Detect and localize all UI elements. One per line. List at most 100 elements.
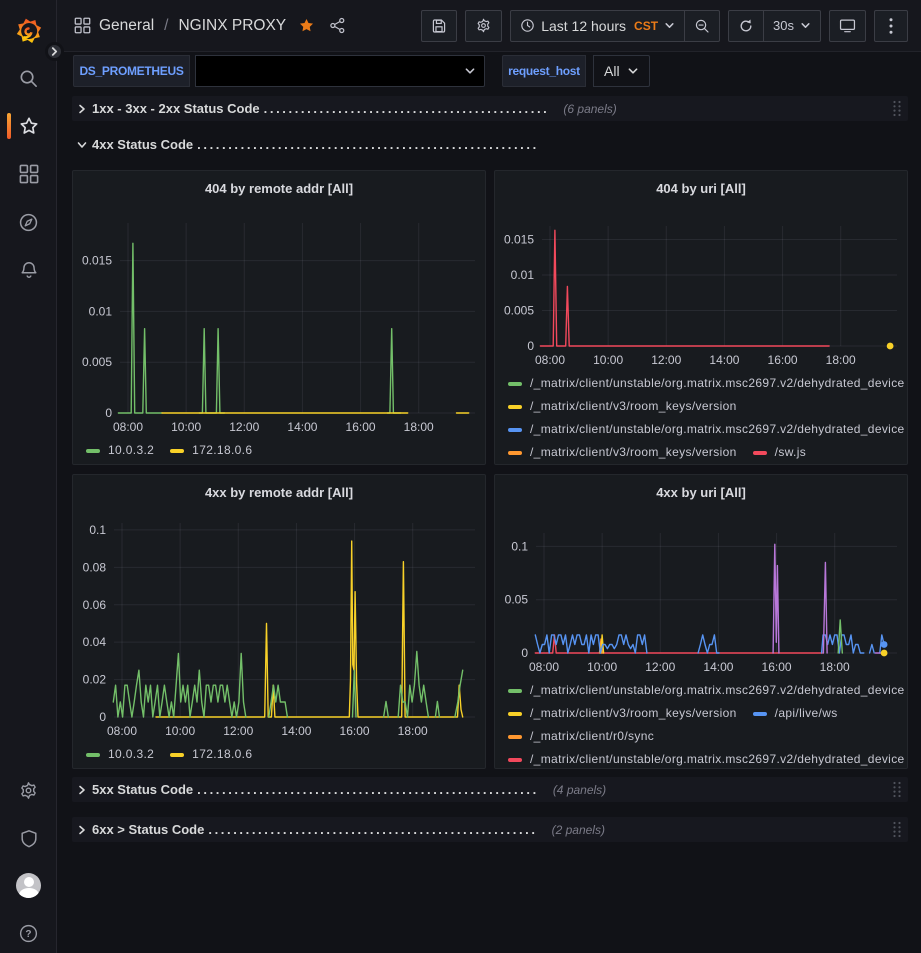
- datasource-select[interactable]: [195, 55, 485, 87]
- search-icon[interactable]: [0, 61, 57, 95]
- y-axis-label: 0: [99, 710, 106, 724]
- legend-item[interactable]: /_matrix/client/v3/room_keys/version: [508, 441, 737, 464]
- legend-label: 10.0.3.2: [108, 443, 155, 457]
- tv-mode-button[interactable]: [829, 9, 866, 42]
- active-indicator: [7, 113, 11, 139]
- sidebar: ?: [0, 0, 64, 953]
- refresh-interval-picker[interactable]: 30s: [764, 11, 820, 41]
- y-axis-label: 0: [527, 339, 534, 353]
- datasource-value-redacted: [196, 56, 456, 86]
- x-axis-label: 16:00: [346, 420, 376, 434]
- x-axis-label: 18:00: [826, 353, 856, 367]
- user-avatar[interactable]: [0, 868, 57, 902]
- series-end-dot: [880, 641, 888, 648]
- chart-svg: 0 0.02 0.04 0.06 0.08 0.1 08:00 10:00 12:00 14:00…: [83, 523, 475, 738]
- legend-swatch: [508, 427, 522, 432]
- share-icon[interactable]: [329, 17, 346, 34]
- breadcrumb-title[interactable]: NGINX PROXY: [178, 16, 287, 34]
- legend-swatch: [86, 752, 100, 757]
- explore-compass-icon[interactable]: [0, 205, 57, 239]
- y-axis-label: 0.005: [82, 355, 112, 369]
- settings-gear-icon[interactable]: [0, 773, 57, 807]
- legend-row: /_matrix/client/v3/room_keys/version/sw.…: [508, 441, 906, 464]
- legend-item[interactable]: /_matrix/client/v3/room_keys/version: [508, 702, 737, 725]
- legend-swatch: [86, 448, 100, 453]
- legend-item[interactable]: 172.18.0.6: [170, 439, 252, 462]
- starred-dashboards-icon[interactable]: [0, 109, 57, 143]
- refresh-button[interactable]: [729, 11, 763, 41]
- dashboard-row-2[interactable]: 4xx Status Code ........................…: [72, 132, 908, 157]
- alerting-bell-icon[interactable]: [0, 253, 57, 287]
- grafana-logo[interactable]: [15, 16, 43, 44]
- legend-swatch: [508, 711, 522, 716]
- legend-item[interactable]: /_matrix/client/unstable/org.matrix.msc2…: [508, 679, 905, 702]
- row-title-dots: ........................................…: [197, 782, 539, 797]
- legend-item[interactable]: /api/live/ws: [752, 702, 838, 725]
- x-axis-label: 10:00: [171, 420, 201, 434]
- legend-row: /_matrix/client/unstable/org.matrix.msc2…: [508, 372, 906, 395]
- y-axis-label: 0.1: [89, 523, 106, 537]
- legend-item[interactable]: 10.0.3.2: [86, 743, 154, 766]
- favorite-star-icon[interactable]: [298, 17, 315, 34]
- sidebar-expand-button[interactable]: [45, 42, 64, 61]
- legend-label: /_matrix/client/unstable/org.matrix.msc2…: [530, 376, 905, 390]
- dashboard-row-4[interactable]: 6xx > Status Code ......................…: [72, 817, 908, 842]
- series-line: [155, 540, 464, 718]
- x-axis-label: 14:00: [709, 353, 739, 367]
- x-axis-label: 10:00: [587, 660, 617, 674]
- x-axis-label: 10:00: [165, 724, 195, 738]
- dashboard-settings-button[interactable]: [465, 9, 503, 42]
- clock-icon: [521, 19, 534, 32]
- legend-item[interactable]: 172.18.0.6: [170, 743, 252, 766]
- request-host-select[interactable]: All: [593, 55, 650, 87]
- row-drag-handle[interactable]: [892, 821, 902, 838]
- row-title: 6xx > Status Code: [92, 822, 205, 837]
- dashboard-row-3[interactable]: 5xx Status Code ........................…: [72, 777, 908, 802]
- series-line: [434, 700, 441, 718]
- breadcrumb-section[interactable]: General: [99, 16, 155, 34]
- series-line: [697, 634, 720, 654]
- x-axis-label: 08:00: [535, 353, 565, 367]
- series-line: [268, 684, 289, 718]
- kebab-menu-button[interactable]: [874, 9, 908, 42]
- legend-item[interactable]: /_matrix/client/unstable/org.matrix.msc2…: [508, 418, 905, 441]
- legend-item[interactable]: /_matrix/client/r0/sync: [508, 725, 654, 748]
- legend-item[interactable]: /_matrix/client/v3/room_keys/version: [508, 395, 737, 418]
- panel-title[interactable]: 404 by uri [All]: [656, 181, 746, 196]
- panel-title[interactable]: 4xx by remote addr [All]: [204, 485, 354, 500]
- series-line: [534, 634, 648, 654]
- legend-item[interactable]: /sw.js: [752, 441, 806, 464]
- x-axis-label: 18:00: [404, 420, 434, 434]
- row-chevron-icon: [74, 825, 90, 835]
- legend-row: /_matrix/client/v3/room_keys/version: [508, 395, 906, 418]
- chart-svg: 0 0.05 0.1 08:00 10:00 12:00 14:00 16:00 18:00: [505, 533, 897, 674]
- row-drag-handle[interactable]: [892, 100, 902, 117]
- row-drag-handle[interactable]: [892, 781, 902, 798]
- x-axis-label: 12:00: [229, 420, 259, 434]
- dashboards-icon[interactable]: [0, 157, 57, 191]
- legend-item[interactable]: 10.0.3.2: [86, 439, 154, 462]
- legend-item[interactable]: /_matrix/client/unstable/org.matrix.msc2…: [508, 748, 905, 768]
- zoom-out-icon: [695, 19, 709, 33]
- panel-title[interactable]: 4xx by uri [All]: [656, 485, 746, 500]
- series-line: [382, 700, 389, 718]
- x-axis-label: 08:00: [107, 724, 137, 738]
- legend-row: /_matrix/client/r0/sync: [508, 725, 906, 748]
- help-icon[interactable]: ?: [0, 916, 57, 950]
- legend-row: /_matrix/client/v3/room_keys/version/api…: [508, 702, 906, 725]
- series-line: [837, 619, 843, 654]
- y-axis-label: 0.08: [83, 560, 107, 574]
- series-line: [534, 634, 824, 654]
- admin-shield-icon[interactable]: [0, 821, 57, 855]
- zoom-out-button[interactable]: [685, 11, 719, 41]
- time-range-picker[interactable]: Last 12 hours CST: [511, 11, 684, 41]
- x-axis-label: 08:00: [529, 660, 559, 674]
- series-line: [117, 242, 163, 414]
- row-title: 4xx Status Code: [92, 137, 194, 152]
- legend-item[interactable]: /_matrix/client/unstable/org.matrix.msc2…: [508, 372, 905, 395]
- save-dashboard-button[interactable]: [421, 9, 458, 42]
- series-end-dot: [886, 342, 894, 350]
- panel-title[interactable]: 404 by remote addr [All]: [204, 181, 354, 196]
- y-axis-label: 0.06: [83, 598, 107, 612]
- dashboard-row-1[interactable]: 1xx - 3xx - 2xx Status Code ............…: [72, 96, 908, 121]
